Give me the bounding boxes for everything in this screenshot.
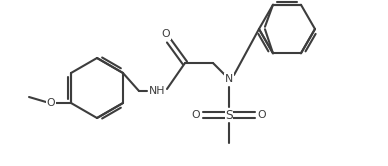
Text: O: O <box>258 110 266 120</box>
Text: O: O <box>162 29 170 39</box>
Text: NH: NH <box>149 86 165 96</box>
Text: O: O <box>47 98 55 108</box>
Text: O: O <box>192 110 200 120</box>
Text: S: S <box>225 109 233 122</box>
Text: N: N <box>225 74 233 84</box>
